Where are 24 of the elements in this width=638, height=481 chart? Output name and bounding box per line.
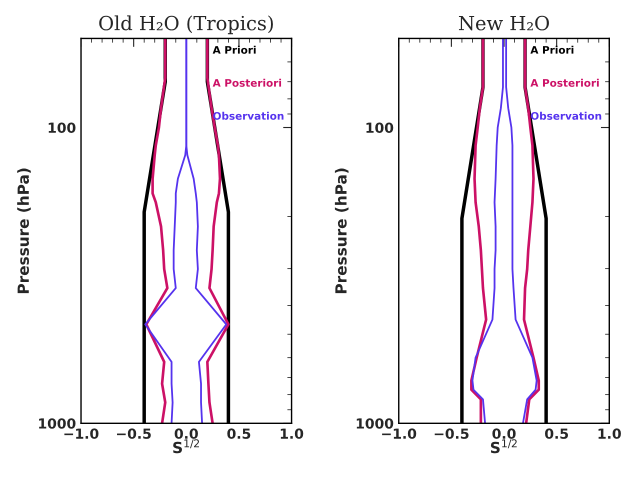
y-tick-label: 1000	[39, 418, 76, 429]
x-tick-label: −1.0	[64, 428, 98, 439]
x-tick-label: 0.5	[227, 428, 250, 439]
x-tick-label: 0.0	[174, 428, 198, 439]
y-tick-label: 100	[366, 122, 394, 133]
text: A Priori	[212, 46, 256, 54]
y-axis-title: Pressure (hPa)	[17, 168, 31, 294]
x-tick-label: 0.5	[545, 428, 568, 439]
x-tick-label: 1.0	[280, 428, 304, 439]
x-tick-label: 0.0	[492, 428, 516, 439]
x-tick-label: −0.5	[117, 428, 151, 439]
x-tick-label: −1.0	[382, 428, 416, 439]
text: A Posteriori	[530, 78, 599, 87]
y-axis-title: Pressure (hPa)	[334, 168, 349, 294]
text: A Posteriori	[212, 78, 282, 87]
text: A Priori	[530, 46, 574, 54]
chart-title: Old H₂O (Tropics)	[99, 15, 273, 34]
chart-title: New H₂O	[458, 16, 549, 30]
y-tick-label: 1000	[356, 418, 394, 429]
x-axis-title: S$^{1/2}$	[490, 439, 517, 454]
y-tick-label: 100	[48, 122, 76, 133]
x-tick-label: −0.5	[434, 428, 469, 439]
x-axis-title: S$^{1/2}$	[173, 439, 199, 454]
x-tick-label: 1.0	[598, 428, 621, 439]
